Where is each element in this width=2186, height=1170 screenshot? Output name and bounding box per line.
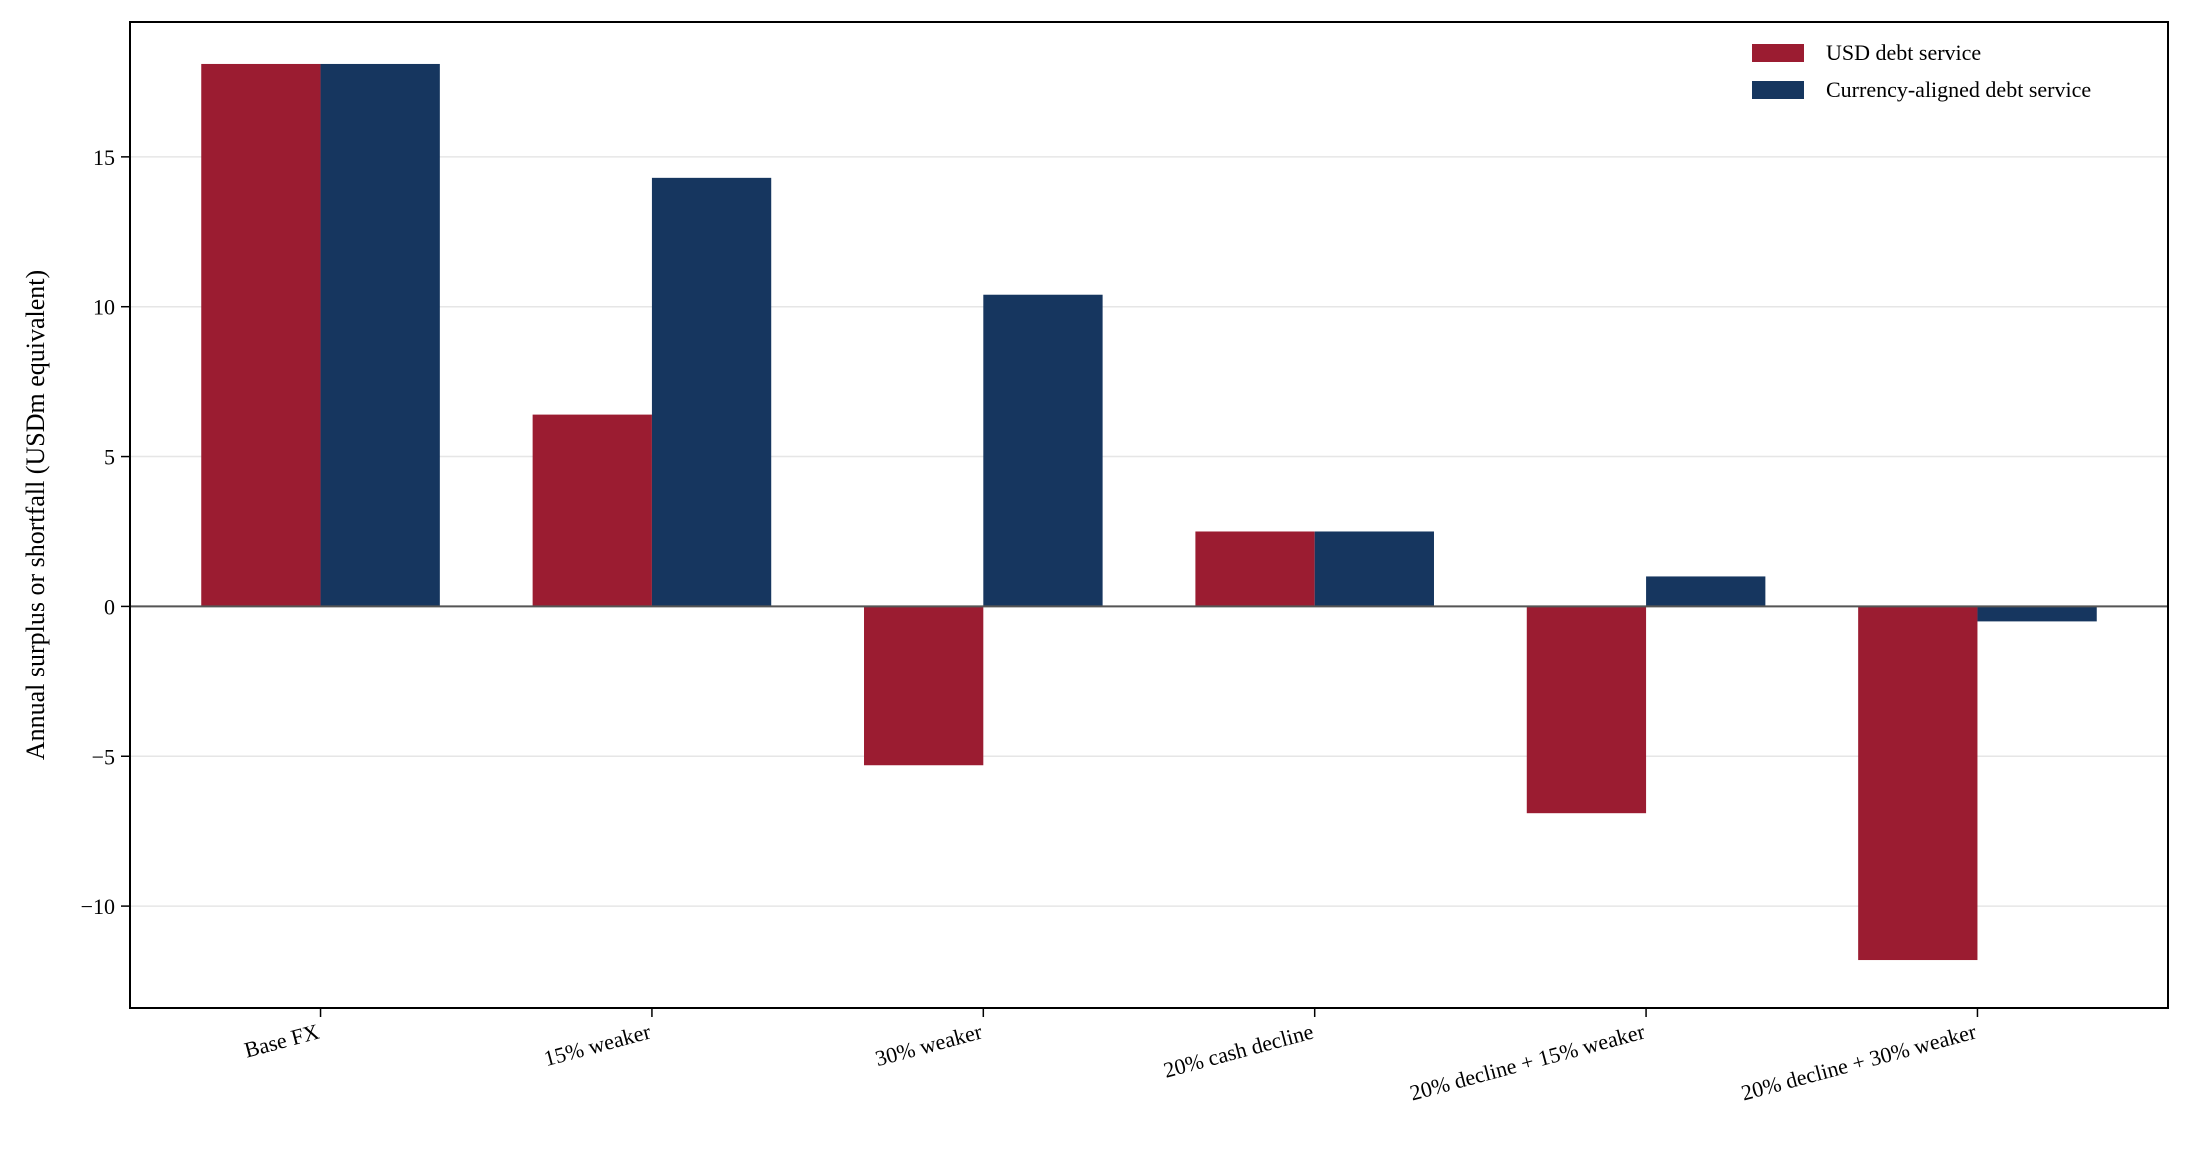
x-tick-label: Base FX <box>242 1019 322 1063</box>
legend-label: Currency-aligned debt service <box>1826 77 2091 102</box>
bar-currency-aligned <box>651 177 772 607</box>
y-tick-label: −5 <box>92 744 115 769</box>
legend-swatch <box>1752 81 1804 99</box>
bar-currency-aligned <box>1314 531 1434 607</box>
x-axis: Base FX 15% weaker 30% weaker 20% cash decl… <box>242 1008 1979 1106</box>
y-tick-label: −10 <box>81 894 115 919</box>
bar-usd <box>864 606 984 766</box>
bars <box>201 63 2097 961</box>
bar-currency-aligned <box>983 294 1103 607</box>
bar-currency-aligned <box>1977 606 2097 622</box>
legend-swatch <box>1752 44 1804 62</box>
legend-label: USD debt service <box>1826 40 1981 65</box>
plot-frame <box>129 21 2169 1009</box>
x-tick-label: 15% weaker <box>541 1019 654 1072</box>
y-tick-label: 10 <box>93 295 115 320</box>
bar-usd <box>532 414 652 607</box>
bar-currency-aligned <box>320 63 440 607</box>
y-axis: −10 −5 0 5 10 15 <box>81 145 130 919</box>
x-tick-label: 20% decline + 30% weaker <box>1738 1019 1979 1106</box>
y-axis-title: Annual surplus or shortfall (USDm equiva… <box>21 270 50 760</box>
y-tick-label: 0 <box>104 594 115 619</box>
y-tick-label: 5 <box>104 445 115 470</box>
bar-usd <box>201 63 321 607</box>
x-tick-label: 20% cash decline <box>1161 1019 1316 1083</box>
bar-usd <box>1858 606 1978 961</box>
bar-usd <box>1195 531 1315 607</box>
x-tick-label: 20% decline + 15% weaker <box>1407 1019 1648 1106</box>
bar-usd <box>1526 606 1647 814</box>
legend: USD debt service Currency-aligned debt se… <box>1752 40 2091 102</box>
x-tick-label: 30% weaker <box>873 1019 986 1072</box>
y-tick-label: 15 <box>93 145 115 170</box>
bar-currency-aligned <box>1646 576 1766 607</box>
